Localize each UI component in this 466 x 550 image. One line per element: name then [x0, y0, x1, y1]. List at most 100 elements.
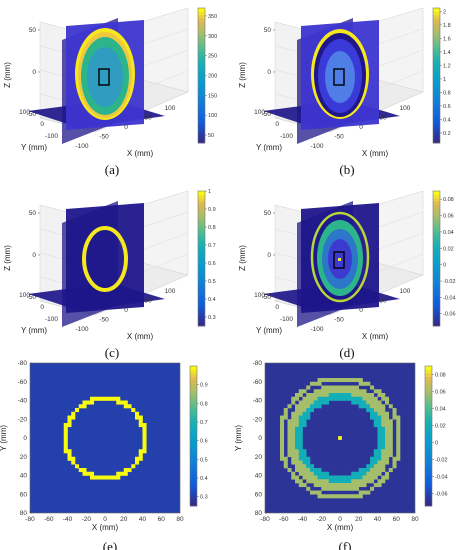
- colorbar-tick-label: 0.2: [443, 131, 451, 137]
- heatmap-cell: [373, 483, 378, 488]
- colorbar-tick-label: 0.4: [208, 297, 216, 303]
- heatmap-cell: [67, 449, 72, 454]
- colorbar-segment: [433, 99, 440, 103]
- heatmap-cell: [381, 441, 386, 446]
- colorbar-segment: [198, 139, 205, 144]
- panel-label: (c): [105, 345, 119, 360]
- colorbar-segment: [198, 231, 205, 236]
- heatmap-cell: [388, 426, 393, 431]
- heatmap-cell: [295, 419, 300, 424]
- colorbar-segment: [425, 443, 432, 447]
- heatmap-cell: [317, 381, 322, 386]
- colorbar-segment: [433, 315, 440, 320]
- colorbar-segment: [198, 41, 205, 46]
- colorbar-segment: [425, 432, 432, 437]
- colorbar-segment: [425, 390, 432, 395]
- colorbar-tick-label: 0.04: [435, 406, 446, 412]
- colorbar-segment: [198, 68, 205, 73]
- heatmap-cell: [381, 449, 386, 454]
- heatmap-cell: [351, 378, 356, 383]
- z-axis-label: Z (mm): [238, 62, 247, 88]
- heatmap-cell: [340, 479, 345, 484]
- colorbar-segment: [198, 255, 205, 259]
- y-tick-label: 80: [20, 510, 28, 517]
- heatmap-cell: [317, 393, 322, 398]
- colorbar-segment: [433, 221, 440, 226]
- heatmap-cell: [377, 400, 382, 405]
- colorbar-segment: [425, 366, 432, 370]
- colorbar-tick-label: 0.08: [443, 197, 454, 203]
- colorbar-segment: [198, 309, 205, 313]
- colorbar-segment: [198, 295, 205, 300]
- heatmap-cell: [287, 438, 292, 443]
- colorbar-segment: [198, 14, 205, 19]
- heatmap-cell: [373, 411, 378, 416]
- colorbar-segment: [190, 425, 197, 430]
- heatmap-cell: [362, 468, 367, 473]
- x-axis-label: X (mm): [92, 523, 119, 532]
- colorbar-segment: [198, 211, 205, 216]
- colorbar-segment: [198, 102, 205, 107]
- heatmap-cell: [313, 471, 318, 476]
- colorbar-segment: [190, 450, 197, 454]
- heatmap-cell: [355, 479, 360, 484]
- colorbar-segment: [433, 319, 440, 324]
- heatmap-cell: [362, 479, 367, 484]
- heatmap-cell: [298, 464, 303, 469]
- x-tick-label: 100: [165, 105, 176, 112]
- heatmap-cell: [396, 441, 401, 446]
- heatmap-cell: [358, 400, 363, 405]
- heatmap-cell: [388, 438, 393, 443]
- heatmap-cell: [306, 408, 311, 413]
- y-tick-label: 0: [275, 304, 279, 311]
- y-tick-label: 100: [19, 292, 30, 299]
- x-tick-label: 100: [400, 105, 411, 112]
- heatmap-cell: [306, 456, 311, 461]
- colorbar-segment: [190, 369, 197, 374]
- heatmap-cell: [340, 483, 345, 488]
- heatmap-cell: [280, 456, 285, 461]
- heatmap-cell: [325, 486, 330, 491]
- heatmap-cell: [321, 389, 326, 394]
- heatmap-cell: [328, 494, 333, 499]
- x-tick-label: 0: [103, 516, 107, 523]
- heatmap-cell: [313, 404, 318, 409]
- z-tick-label: -50: [27, 294, 37, 301]
- heatmap-cell: [377, 426, 382, 431]
- heatmap-cell: [127, 468, 132, 473]
- colorbar-segment: [433, 62, 440, 66]
- colorbar-segment: [433, 82, 440, 87]
- colorbar-segment: [198, 65, 205, 70]
- colorbar-frame: [432, 190, 441, 327]
- heatmap-cell: [302, 453, 307, 458]
- heatmap-cell: [377, 456, 382, 461]
- heatmap-cell: [351, 389, 356, 394]
- colorbar-segment: [198, 136, 205, 141]
- heatmap-cell: [325, 479, 330, 484]
- colorbar-segment: [433, 14, 440, 19]
- heatmap-cell: [63, 426, 68, 431]
- colorbar-segment: [433, 45, 440, 49]
- colorbar-segment: [198, 24, 205, 29]
- colorbar-tick-label: 0.7: [208, 243, 216, 249]
- heatmap-cell: [362, 475, 367, 480]
- heatmap-cell: [116, 475, 121, 480]
- heatmap-cell: [355, 389, 360, 394]
- heatmap-cell: [287, 434, 292, 439]
- heatmap-cell: [82, 471, 87, 476]
- y-tick-label: -60: [253, 379, 263, 386]
- heatmap-cell: [385, 434, 390, 439]
- heatmap-cell: [355, 385, 360, 390]
- colorbar-tick-label: 100: [208, 113, 217, 119]
- colorbar-segment: [433, 214, 440, 219]
- heatmap-cell: [381, 479, 386, 484]
- heatmap-cell: [381, 404, 386, 409]
- heatmap-cell: [381, 408, 386, 413]
- heatmap-cell: [317, 389, 322, 394]
- colorbar-segment: [190, 397, 197, 402]
- colorbar-segment: [433, 245, 440, 249]
- colorbar-segment: [198, 129, 205, 134]
- heatmap-cell: [358, 404, 363, 409]
- heatmap-cell: [385, 471, 390, 476]
